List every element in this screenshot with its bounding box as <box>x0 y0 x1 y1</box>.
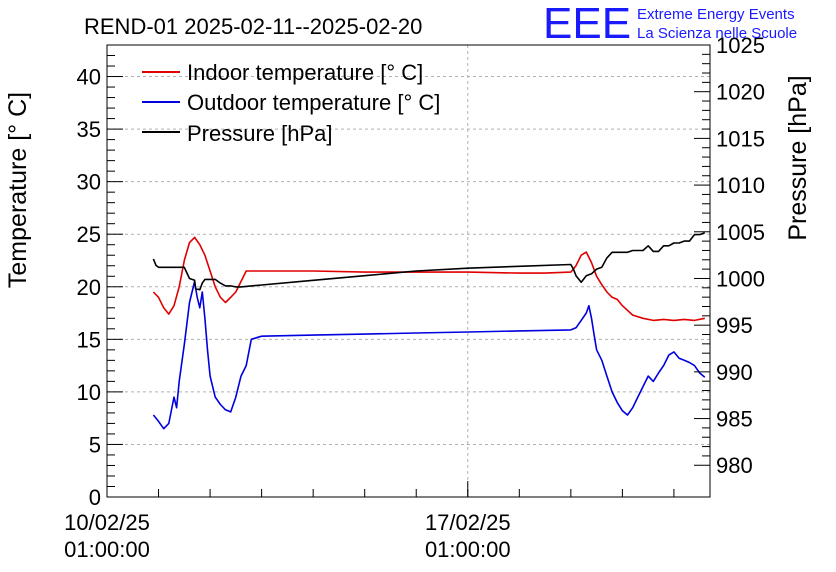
y-right-tick-label: 995 <box>716 313 753 338</box>
y-right-tick-label: 1000 <box>716 266 765 291</box>
grid <box>107 45 710 497</box>
y-left-tick-label: 15 <box>77 327 101 352</box>
y-left-tick-label: 25 <box>77 222 101 247</box>
y-left-tick-label: 20 <box>77 275 101 300</box>
y-right-tick-label: 1015 <box>716 126 765 151</box>
y-right-tick-label: 985 <box>716 407 753 432</box>
y-left-tick-label: 0 <box>89 485 101 510</box>
logo-line-1: Extreme Energy Events <box>637 6 795 23</box>
y-right-tick-label: 1020 <box>716 80 765 105</box>
logo-line-2: La Scienza nelle Scuole <box>637 25 797 42</box>
y-right-tick-label: 980 <box>716 453 753 478</box>
y-right-tick-label: 1010 <box>716 173 765 198</box>
legend-label-indoor: Indoor temperature [° C] <box>187 60 423 85</box>
series-layer <box>152 231 706 430</box>
x-tick-label-time: 01:00:00 <box>64 537 150 562</box>
x-tick-label-time: 01:00:00 <box>425 537 511 562</box>
axes: 0510152025303540980985990995100010051010… <box>64 33 765 562</box>
x-tick-label-date: 17/02/25 <box>425 510 511 535</box>
y-left-tick-label: 10 <box>77 380 101 405</box>
legend-label-pressure: Pressure [hPa] <box>187 121 333 146</box>
y-axis-right-label: Pressure [hPa] <box>784 75 812 240</box>
y-right-tick-label: 1025 <box>716 33 765 58</box>
x-tick-label-date: 10/02/25 <box>64 510 150 535</box>
plot-frame <box>106 44 711 498</box>
series-indoor-temperature <box>152 236 705 322</box>
chart-title: REND-01 2025-02-11--2025-02-20 <box>84 14 422 39</box>
y-left-tick-label: 30 <box>77 170 101 195</box>
y-left-tick-label: 35 <box>77 117 101 142</box>
y-left-tick-label: 40 <box>77 65 101 90</box>
eee-logo-text: EEE <box>543 0 631 48</box>
y-left-tick-label: 5 <box>89 432 101 457</box>
series-outdoor-temperature <box>152 280 706 430</box>
series-pressure <box>152 231 706 291</box>
y-right-tick-label: 1005 <box>716 220 765 245</box>
legend: Indoor temperature [° C] Outdoor tempera… <box>142 60 440 146</box>
legend-label-outdoor: Outdoor temperature [° C] <box>187 90 440 115</box>
y-right-tick-label: 990 <box>716 360 753 385</box>
y-axis-left-label: Temperature [° C] <box>4 92 32 288</box>
